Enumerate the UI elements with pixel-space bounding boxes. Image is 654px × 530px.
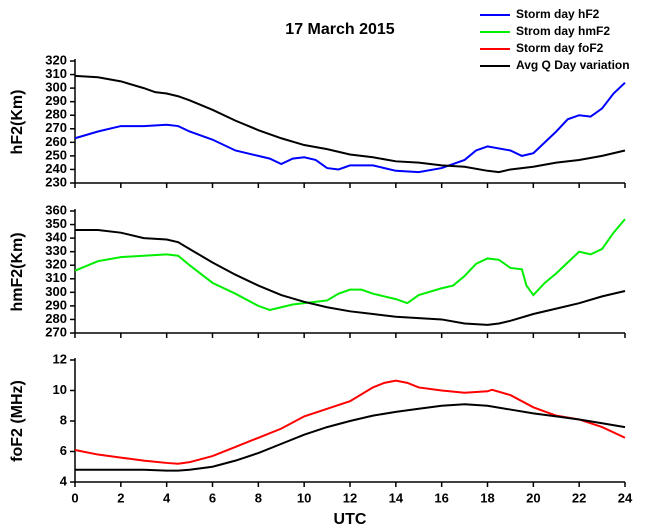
chart-title: 17 March 2015 <box>285 21 395 38</box>
x-tick-label: 2 <box>117 490 124 505</box>
y-tick-label: 250 <box>45 147 67 162</box>
y-tick-label: 10 <box>53 382 67 397</box>
y-tick-label: 300 <box>45 284 67 299</box>
x-tick-label: 10 <box>297 490 311 505</box>
y-tick-label: 240 <box>45 161 67 176</box>
y-tick-label: 320 <box>45 257 67 272</box>
x-tick-label: 14 <box>389 490 404 505</box>
y-tick-label: 260 <box>45 134 67 149</box>
line <box>75 403 626 472</box>
y-tick-label: 280 <box>45 107 67 122</box>
x-tick-label: 6 <box>209 490 216 505</box>
legend-label: Avg Q Day variation <box>516 58 630 72</box>
x-tick-label: 0 <box>71 490 78 505</box>
y-tick-label: 310 <box>45 66 67 81</box>
y-tick-label: 4 <box>60 473 68 488</box>
x-tick-label: 24 <box>618 490 633 505</box>
y-axis-label: hmF2(Km) <box>9 232 26 311</box>
line <box>74 81 626 174</box>
y-tick-label: 300 <box>45 80 67 95</box>
y-tick-label: 290 <box>45 93 67 108</box>
line <box>75 228 626 326</box>
x-tick-label: 12 <box>343 490 357 505</box>
line <box>74 74 626 174</box>
y-tick-label: 350 <box>45 216 67 231</box>
y-tick-label: 12 <box>53 351 67 366</box>
legend-label: Strom day hmF2 <box>516 24 610 38</box>
x-tick-label: 22 <box>572 490 586 505</box>
y-axis-label: hF2(Km) <box>9 90 26 155</box>
line <box>74 379 626 465</box>
x-tick-label: 16 <box>434 490 448 505</box>
legend-label: Storm day hF2 <box>516 7 600 21</box>
x-tick-label: 20 <box>526 490 540 505</box>
x-tick-label: 4 <box>163 490 171 505</box>
y-tick-label: 360 <box>45 202 67 217</box>
y-tick-label: 330 <box>45 243 67 258</box>
y-tick-label: 270 <box>45 120 67 135</box>
y-tick-label: 320 <box>45 52 67 67</box>
y-tick-label: 8 <box>60 412 67 427</box>
legend-label: Storm day foF2 <box>516 41 604 55</box>
y-tick-label: 340 <box>45 230 67 245</box>
y-tick-label: 310 <box>45 270 67 285</box>
y-tick-label: 290 <box>45 297 67 312</box>
y-tick-label: 6 <box>60 443 67 458</box>
line <box>74 218 626 311</box>
x-axis-label: UTC <box>334 511 367 528</box>
x-tick-label: 18 <box>480 490 494 505</box>
y-tick-label: 280 <box>45 311 67 326</box>
y-axis-label: foF2 (MHz) <box>9 380 26 462</box>
y-tick-label: 230 <box>45 174 67 189</box>
x-tick-label: 8 <box>255 490 262 505</box>
y-tick-label: 270 <box>45 324 67 339</box>
